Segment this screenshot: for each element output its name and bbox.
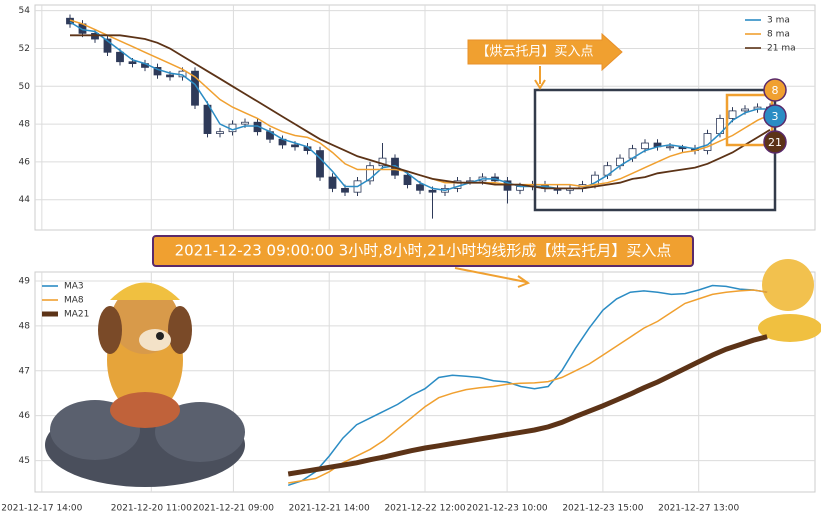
- candle-body: [416, 184, 424, 191]
- illustration: [45, 259, 821, 487]
- y-tick-label: 48: [19, 120, 31, 130]
- candle-body: [216, 131, 224, 134]
- dog-skirt: [110, 392, 180, 428]
- candle-body: [316, 150, 324, 178]
- x-tick-label: 2021-12-23 10:00: [467, 504, 548, 514]
- y-tick-label: 46: [19, 157, 31, 167]
- badge-label: 21: [768, 136, 782, 149]
- y-tick-label: 49: [19, 276, 31, 286]
- badge-label: 8: [772, 84, 779, 97]
- candle-body: [103, 38, 112, 53]
- x-tick-label: 2021-12-22 12:00: [384, 504, 465, 514]
- dog-nose: [156, 332, 164, 340]
- candle-body: [203, 104, 212, 134]
- candle-body: [666, 146, 674, 149]
- x-tick-label: 2021-12-17 14:00: [1, 504, 82, 514]
- dog-hat: [110, 282, 180, 300]
- y-tick-label: 47: [19, 366, 30, 376]
- candle-body: [741, 108, 749, 112]
- legend-label: MA8: [64, 296, 84, 306]
- annotation-pointer: [534, 66, 546, 90]
- candle-body: [366, 165, 374, 182]
- candle-body: [503, 180, 512, 191]
- y-tick-label: 44: [19, 195, 31, 205]
- candle-body: [403, 174, 412, 186]
- candle-body: [191, 70, 199, 106]
- candle-body: [328, 176, 337, 189]
- line: [288, 289, 768, 484]
- title-pointer: [454, 267, 531, 288]
- candle-body: [116, 51, 124, 63]
- dog-ear: [168, 306, 192, 354]
- candle-body: [641, 142, 649, 150]
- y-tick-label: 54: [19, 6, 31, 16]
- y-tick-label: 52: [19, 44, 30, 54]
- x-tick-label: 2021-12-20 11:00: [111, 504, 192, 514]
- x-tick-label: 2021-12-23 15:00: [562, 504, 643, 514]
- candle-body: [728, 110, 737, 119]
- candle-body: [241, 121, 249, 125]
- annotation-arrow-box: [467, 32, 623, 72]
- ma-line: [70, 34, 771, 190]
- badge: [763, 130, 787, 154]
- ma-line: [69, 21, 770, 192]
- chart-title: 2021-12-23 09:00:00 3小时,8小时,21小时均线形成【烘云托…: [175, 242, 672, 260]
- annotation-text: 【烘云托月】买入点: [476, 45, 593, 60]
- title-box: [152, 235, 694, 267]
- x-tick-label: 2021-12-21 09:00: [193, 504, 274, 514]
- y-tick-label: 46: [19, 411, 31, 421]
- badge: [763, 104, 787, 128]
- line: [287, 334, 768, 477]
- badge-label: 3: [772, 110, 779, 123]
- x-tick-label: 2021-12-27 13:00: [658, 504, 739, 514]
- y-tick-label: 45: [19, 456, 30, 466]
- legend-label: MA3: [64, 282, 84, 292]
- y-tick-label: 48: [19, 321, 31, 331]
- line: [287, 284, 768, 487]
- candle-body: [453, 180, 462, 189]
- dog-muzzle: [139, 329, 171, 351]
- badge: [763, 78, 787, 102]
- moon-cloud: [758, 314, 821, 342]
- candle-body: [153, 66, 162, 76]
- dog-ear: [98, 306, 122, 354]
- legend-label: 21 ma: [767, 44, 796, 54]
- x-tick-label: 2021-12-21 14:00: [289, 504, 370, 514]
- y-tick-label: 50: [19, 82, 31, 92]
- candle-body: [291, 144, 299, 148]
- legend-label: MA21: [64, 310, 89, 320]
- legend-label: 8 ma: [767, 30, 790, 40]
- moon: [762, 259, 814, 311]
- candle-body: [341, 188, 349, 193]
- candle-body: [428, 189, 437, 193]
- cloud: [155, 402, 245, 462]
- candle-body: [166, 74, 174, 78]
- candle-body: [128, 61, 137, 65]
- legend-label: 3 ma: [767, 16, 790, 26]
